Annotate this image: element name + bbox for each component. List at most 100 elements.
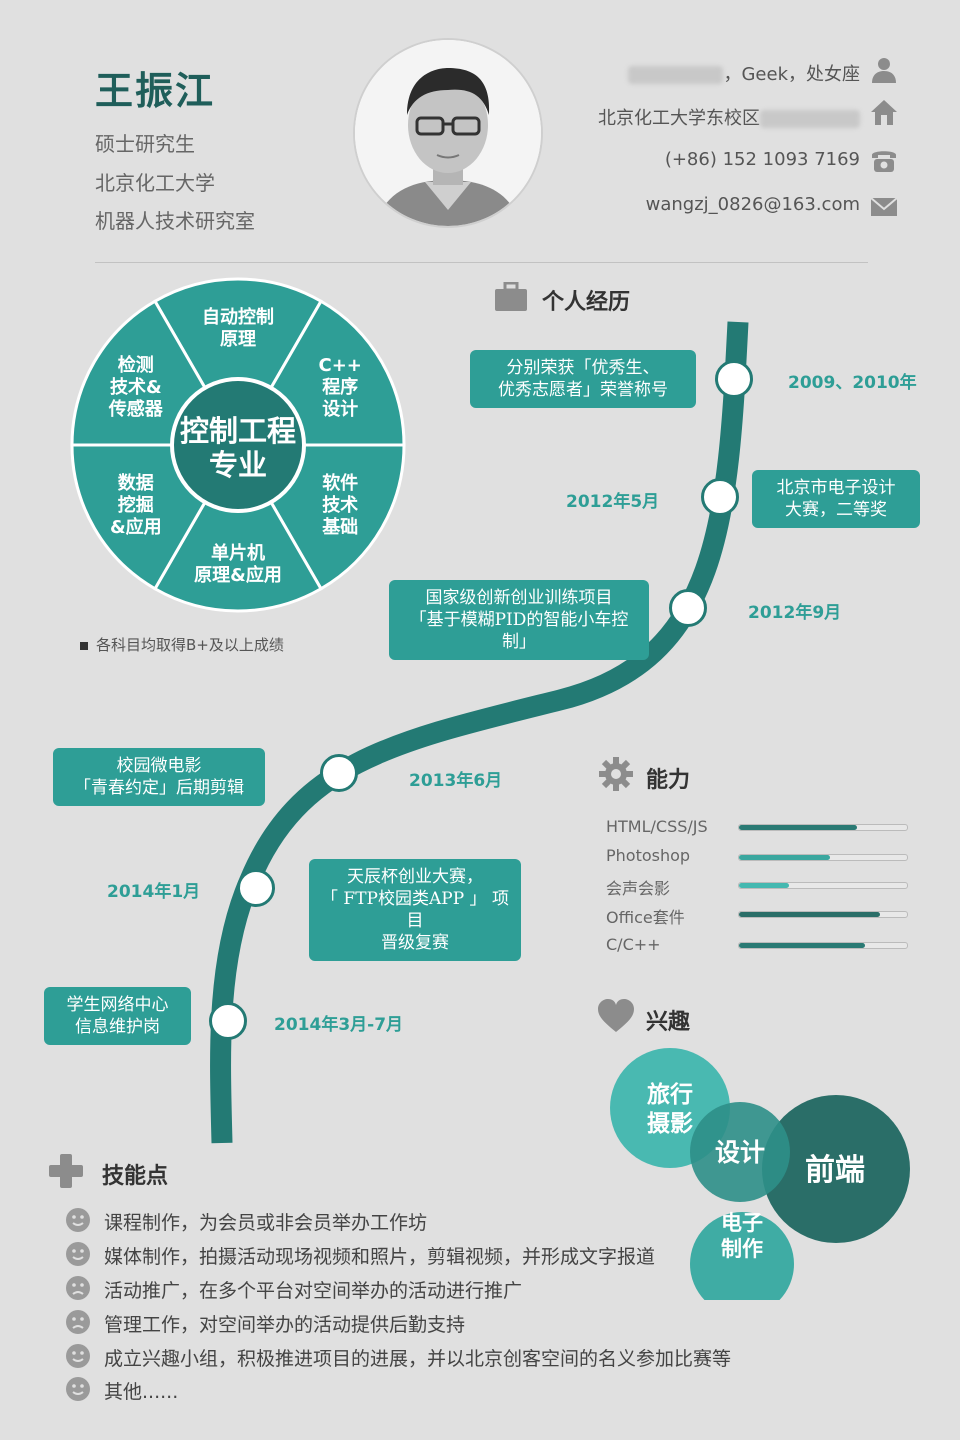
major-segment-label: 原理: [220, 329, 256, 350]
major-segment-label: 数据: [118, 472, 154, 494]
timeline-box: 天辰杯创业大赛， 「 FTP校园类APP 」 项目 晋级复赛: [309, 859, 521, 961]
timeline-box-line: 大赛，二等奖: [785, 500, 887, 520]
telephone-icon: [872, 151, 896, 172]
timeline-box: 国家级创新创业训练项目 「基于模糊PID的智能小车控制」: [389, 580, 649, 660]
smiley-face-icon: [66, 1344, 90, 1368]
abilities-title: 能力: [646, 768, 691, 793]
major-segment-label: 自动控制: [202, 306, 274, 328]
skill-item: 管理工作，对空间举办的活动提供后勤支持: [104, 1314, 466, 1336]
interest-label: 摄影: [647, 1111, 693, 1137]
ability-bar-fill: [739, 883, 790, 888]
contact-address-text: 北京化工大学东校区: [598, 108, 760, 129]
ability-bar-fill: [739, 825, 857, 830]
ability-label: 会声会影: [606, 879, 671, 898]
skill-item: 活动推广，在多个平台对空间举办的活动进行推广: [104, 1280, 523, 1302]
timeline-box: 校园微电影 「青春约定」后期剪辑: [53, 748, 265, 806]
skill-item: 其他......: [104, 1381, 179, 1403]
timeline-date: 2014年1月: [107, 882, 201, 902]
lab: 机器人技术研究室: [95, 209, 255, 233]
skill-item: 媒体制作，拍摄活动现场视频和照片，剪辑视频，并形成文字报道: [104, 1246, 656, 1268]
ability-bar-fill: [739, 855, 830, 860]
ability-label: HTML/CSS/JS: [606, 817, 708, 836]
major-segment-label: 程序: [322, 376, 358, 398]
skills-title: 技能点: [102, 1164, 169, 1189]
experience-title: 个人经历: [542, 290, 631, 315]
timeline-box-line: 学生网络中心: [66, 995, 169, 1015]
ability-bar-fill: [739, 943, 865, 948]
skill-item: 成立兴趣小组，积极推进项目的进展，并以北京创客空间的名义参加比赛等: [104, 1348, 732, 1370]
interest-label: 前端: [805, 1153, 865, 1188]
timeline-box-line: 晋级复赛: [381, 933, 449, 953]
bullet-square-icon: [80, 641, 88, 650]
major-segment-label: &应用: [110, 516, 162, 538]
major-segment-label: 单片机: [211, 542, 265, 564]
contact-email[interactable]: wangzj_0826@163.com: [645, 194, 860, 215]
major-segment-label: 挖掘: [118, 494, 154, 516]
timeline-box-line: 校园微电影: [116, 756, 202, 776]
timeline-date: 2013年6月: [409, 771, 503, 791]
major-segment: [152, 277, 324, 448]
interest-bubble: [690, 1212, 794, 1300]
school: 北京化工大学: [95, 171, 215, 195]
interests-title: 兴趣: [646, 1010, 691, 1035]
major-center: [170, 377, 306, 513]
ability-bar-fill: [739, 912, 881, 917]
timeline-box: 学生网络中心 信息维护岗: [44, 987, 191, 1045]
major-segment-label: 传感器: [108, 398, 164, 420]
interest-bubbles: 旅行 摄影 设计 前端 电子 制作: [610, 1048, 910, 1300]
home-icon: [871, 100, 897, 125]
timeline-node: [701, 478, 739, 516]
timeline-box-line: 「 FTP校园类APP 」 项目: [321, 889, 509, 931]
interest-label: 制作: [721, 1237, 763, 1261]
ability-label: C/C++: [606, 935, 661, 954]
ability-label: Office套件: [606, 908, 685, 927]
person-icon: [872, 58, 896, 83]
timeline-date: 2014年3月-7月: [274, 1015, 404, 1035]
timeline-box-line: 优秀志愿者」荣誉称号: [498, 380, 668, 400]
person-name: 王振江: [95, 69, 216, 113]
smiley-face-icon: [66, 1242, 90, 1266]
ability-bar: [738, 854, 908, 861]
portrait-image: [355, 40, 541, 226]
timeline-node: [320, 754, 358, 792]
timeline-date: 2012年9月: [748, 603, 842, 623]
interest-label: 旅行: [647, 1081, 693, 1108]
header-divider: [95, 262, 868, 263]
contact-birth: ，Geek，处女座: [628, 60, 860, 86]
interest-bubble: [762, 1095, 910, 1243]
sad-face-icon: [66, 1310, 90, 1334]
degree: 硕士研究生: [95, 132, 195, 156]
interest-label: 设计: [715, 1138, 765, 1167]
major-note: 各科目均取得B+及以上成绩: [80, 634, 284, 655]
gear-icon: [599, 757, 633, 791]
timeline-box: 分别荣获「优秀生、 优秀志愿者」荣誉称号: [470, 350, 696, 408]
interest-bubble: [690, 1102, 790, 1202]
redacted-birthdate: [628, 66, 724, 84]
major-center-label: 控制工程: [180, 414, 296, 448]
timeline-node: [715, 360, 753, 398]
timeline-box-line: 天辰杯创业大赛，: [347, 867, 483, 887]
timeline-date: 2012年5月: [566, 492, 660, 512]
major-segment-label: 软件: [322, 472, 358, 494]
timeline-node: [209, 1002, 247, 1040]
major-segment-label: 设计: [322, 398, 358, 420]
timeline-node: [237, 869, 275, 907]
ability-bar: [738, 882, 908, 889]
major-segment-label: 原理&应用: [194, 564, 282, 586]
timeline-box-line: 分别荣获「优秀生、: [506, 358, 660, 378]
timeline-node: [669, 589, 707, 627]
profile-photo: [355, 40, 541, 226]
plus-icon: [49, 1154, 83, 1188]
major-segment-label: 技术: [322, 494, 358, 516]
mail-icon: [870, 197, 898, 216]
ability-bar: [738, 911, 908, 918]
ability-bar: [738, 824, 908, 831]
timeline-box-line: 国家级创新创业训练项目: [425, 588, 613, 608]
timeline-box-line: 「青春约定」后期剪辑: [74, 778, 244, 798]
timeline-box-line: 信息维护岗: [75, 1017, 160, 1037]
major-center-label: 专业: [209, 448, 267, 482]
major-segment-label: C++: [319, 355, 362, 376]
major-note-text: 各科目均取得B+及以上成绩: [96, 636, 284, 654]
